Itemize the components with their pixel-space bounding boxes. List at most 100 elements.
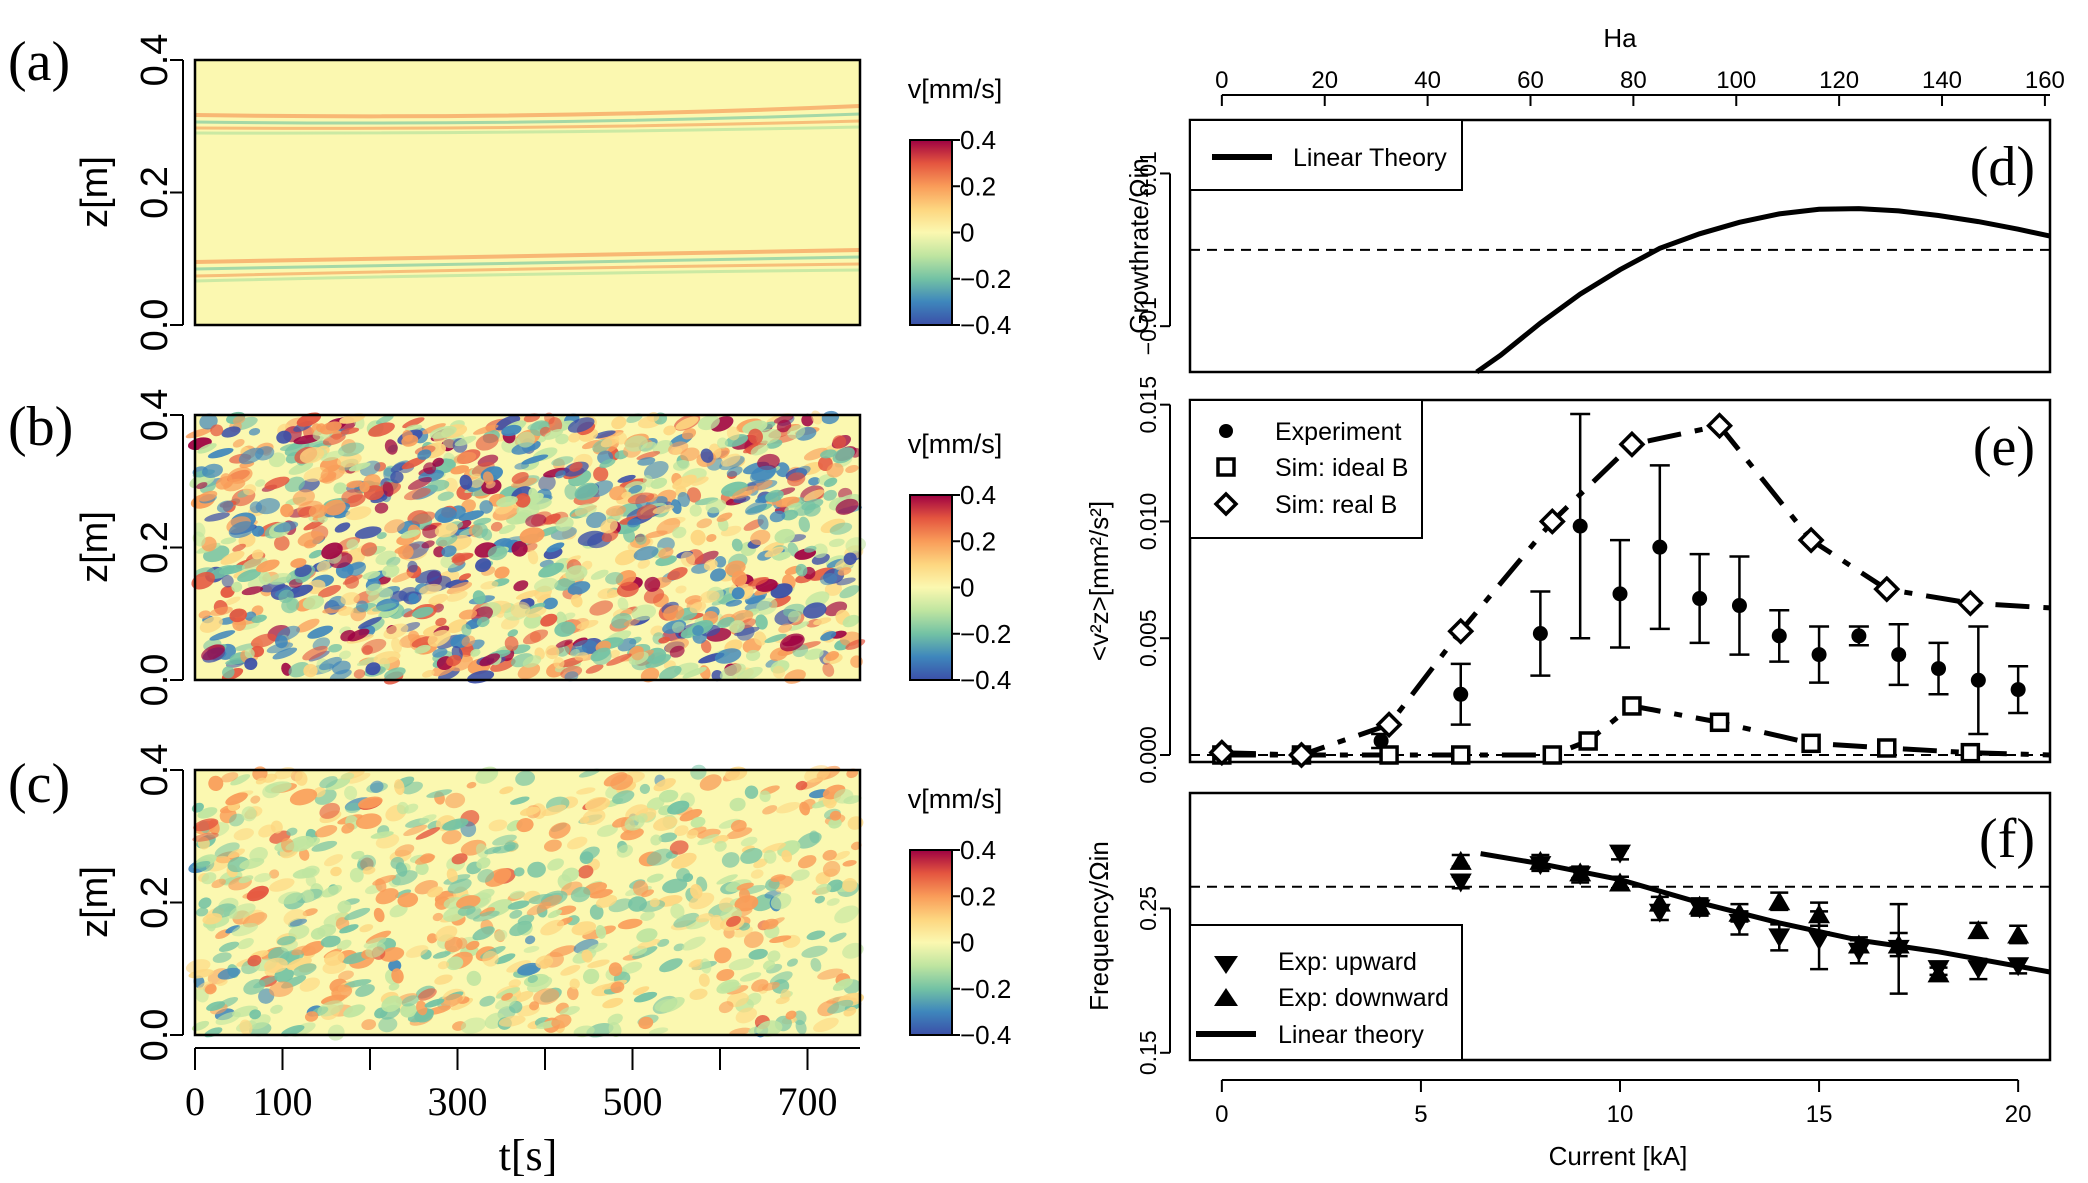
heatmap-cell bbox=[654, 999, 677, 1012]
heatmap-cell bbox=[828, 818, 842, 829]
heatmap-cell bbox=[826, 898, 840, 906]
heatmap-cell bbox=[513, 990, 534, 1003]
heatmap-cell bbox=[652, 504, 674, 514]
heatmap-cell bbox=[680, 551, 696, 567]
time-tick-label: 500 bbox=[603, 1079, 663, 1124]
heatmap-cell bbox=[459, 474, 473, 490]
heatmap-cell bbox=[458, 609, 478, 620]
heatmap-cell bbox=[365, 583, 382, 596]
heatmap-cell bbox=[817, 968, 844, 980]
heatmap-cell bbox=[673, 460, 690, 471]
panel-tag-d: (d) bbox=[1970, 136, 2035, 198]
heatmap-cell bbox=[499, 786, 514, 795]
heatmap-cell bbox=[632, 986, 650, 996]
heatmap-cell bbox=[446, 956, 464, 971]
heatmap-cell bbox=[801, 945, 828, 958]
heatmap-cell bbox=[231, 581, 243, 593]
heatmap-cell bbox=[281, 1025, 305, 1037]
heatmap-cell bbox=[695, 913, 714, 923]
heatmap-cell bbox=[658, 665, 682, 681]
heatmap-cell bbox=[345, 506, 372, 521]
growth-ytick-label: 0.01 bbox=[1135, 151, 1161, 196]
exp-downward-point bbox=[1927, 963, 1950, 983]
heatmap-cell bbox=[429, 425, 457, 439]
heatmap-cell bbox=[230, 774, 251, 786]
heatmap-cell bbox=[199, 413, 218, 430]
heatmap-cell bbox=[276, 430, 292, 444]
heatmap-cell bbox=[770, 893, 792, 910]
heatmap-cell bbox=[197, 981, 213, 990]
heatmap-cell bbox=[606, 653, 632, 666]
heatmap-cell bbox=[434, 507, 457, 523]
heatmap-cell bbox=[319, 776, 338, 789]
heatmap-cell bbox=[196, 482, 208, 490]
colorbar-tick-label: −0.2 bbox=[960, 974, 1011, 1004]
heatmap-cell bbox=[426, 479, 450, 492]
heatmap-cell bbox=[600, 435, 620, 448]
heatmap-cell bbox=[566, 836, 588, 850]
heatmap-cell bbox=[273, 521, 299, 533]
sim-ideal-point bbox=[1379, 745, 1399, 765]
heatmap-cell bbox=[501, 992, 513, 1001]
legend-e-diamond bbox=[1213, 491, 1239, 517]
legend-d: Linear Theory bbox=[1189, 119, 1463, 191]
heatmap-cell bbox=[212, 952, 232, 963]
heatmap-cell bbox=[250, 633, 277, 648]
heatmap-cell bbox=[435, 617, 447, 627]
heatmap-cell bbox=[513, 580, 529, 592]
heatmap-cell bbox=[337, 442, 365, 457]
heatmap-cell bbox=[453, 451, 477, 465]
heatmap-cell bbox=[331, 984, 353, 1000]
heatmap-cell bbox=[639, 783, 651, 794]
heatmap-cell bbox=[243, 484, 257, 496]
heatmap-cell bbox=[697, 834, 719, 846]
heatmap-cell bbox=[446, 590, 468, 602]
heatmap-cell bbox=[698, 973, 710, 987]
heatmap-cell bbox=[372, 603, 397, 612]
exp-point bbox=[1652, 539, 1668, 555]
heatmap-cell bbox=[820, 449, 837, 459]
heatmap-cell bbox=[344, 907, 371, 921]
heatmap-c bbox=[185, 764, 865, 1041]
heatmap-cell bbox=[742, 420, 768, 434]
heatmap-cell bbox=[519, 527, 545, 544]
heatmap-cell bbox=[343, 1004, 366, 1018]
heatmap-cell bbox=[638, 1016, 654, 1030]
heatmap-cell bbox=[653, 816, 678, 831]
panel-tag-a: (a) bbox=[8, 31, 70, 93]
heatmap-cell bbox=[827, 999, 854, 1014]
heatmap-cell bbox=[700, 590, 720, 603]
exp-point bbox=[1970, 672, 1986, 688]
heatmap-cell bbox=[251, 614, 267, 623]
exp-downward-point bbox=[1529, 850, 1552, 870]
heatmap-cell bbox=[538, 474, 556, 492]
heatmap-cell bbox=[527, 975, 538, 983]
heatmap-cell bbox=[570, 886, 591, 903]
heatmap-cell bbox=[686, 829, 699, 839]
heatmap-cell bbox=[667, 567, 688, 581]
heatmap-cell bbox=[631, 604, 657, 621]
heatmap-cell bbox=[428, 593, 449, 605]
heatmap-cell bbox=[582, 968, 600, 985]
band-a2 bbox=[194, 112, 861, 125]
heatmap-cell bbox=[589, 904, 604, 920]
heatmap-cell bbox=[308, 504, 328, 519]
heatmap-cell bbox=[324, 951, 345, 966]
heatmap-cell bbox=[427, 886, 443, 898]
heatmap-cell bbox=[391, 571, 414, 583]
heatmap-cell bbox=[296, 618, 320, 633]
heatmap-cell bbox=[216, 979, 228, 986]
exp-point bbox=[1811, 647, 1827, 663]
colorbar-tick-label: −0.2 bbox=[960, 619, 1011, 649]
heatmap-cell bbox=[314, 825, 338, 838]
heatmap-cell bbox=[714, 840, 727, 852]
heatmap-cell bbox=[729, 620, 745, 634]
heatmap-cell bbox=[510, 796, 530, 805]
heatmap-cell bbox=[204, 512, 230, 522]
heatmap-cell bbox=[662, 878, 688, 894]
heatmap-cell bbox=[255, 479, 266, 487]
band-a3 bbox=[194, 119, 861, 130]
heatmap-cell bbox=[244, 657, 258, 671]
heatmap-cell bbox=[292, 963, 317, 977]
heatmap-cell bbox=[198, 610, 211, 619]
